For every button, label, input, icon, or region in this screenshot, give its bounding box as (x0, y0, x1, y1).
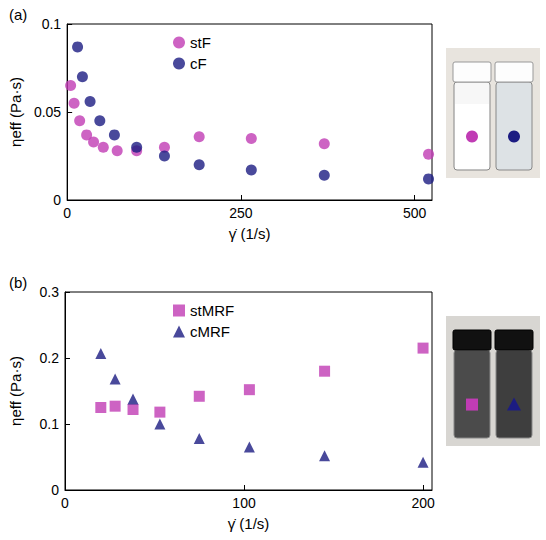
svg-text:0.05: 0.05 (34, 104, 61, 120)
svg-text:γ̇ (1/s): γ̇ (1/s) (228, 515, 270, 532)
svg-text:0: 0 (51, 482, 59, 498)
svg-text:ηeff (Pa·s): ηeff (Pa·s) (7, 77, 24, 147)
svg-text:stMRF: stMRF (190, 302, 234, 319)
svg-text:0.3: 0.3 (40, 284, 60, 300)
svg-text:0: 0 (61, 495, 69, 511)
svg-text:ηeff (Pa·s): ηeff (Pa·s) (7, 356, 24, 426)
svg-text:250: 250 (229, 205, 253, 221)
svg-text:0.2: 0.2 (40, 350, 60, 366)
svg-text:100: 100 (232, 495, 256, 511)
svg-text:500: 500 (403, 205, 427, 221)
svg-text:(b): (b) (9, 274, 27, 291)
svg-text:cF: cF (190, 55, 207, 72)
svg-text:cMRF: cMRF (190, 323, 230, 340)
svg-text:(a): (a) (9, 6, 27, 23)
svg-text:0.1: 0.1 (42, 16, 62, 32)
svg-text:stF: stF (190, 34, 211, 51)
svg-text:γ̇ (1/s): γ̇ (1/s) (229, 225, 271, 242)
svg-text:200: 200 (411, 495, 435, 511)
svg-text:0.1: 0.1 (40, 416, 60, 432)
svg-text:0: 0 (63, 205, 71, 221)
svg-text:0: 0 (53, 192, 61, 208)
